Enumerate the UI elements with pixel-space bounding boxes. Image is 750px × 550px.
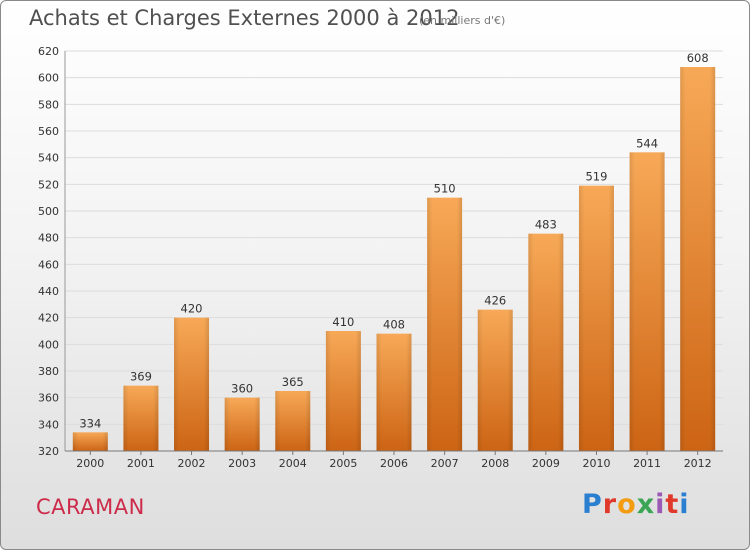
y-tick-label-460: 460 [38, 258, 59, 271]
bar-shade-2012 [680, 67, 716, 451]
y-tick-label-420: 420 [38, 312, 59, 325]
bars [72, 67, 716, 452]
y-tick-label-600: 600 [38, 72, 59, 85]
bar-shade-2008 [477, 309, 513, 451]
logo-letter: r [602, 489, 618, 520]
data-label-2006: 408 [383, 318, 405, 332]
logo-letter: P [582, 489, 603, 520]
x-tick-label-2006: 2006 [380, 457, 408, 470]
x-tick-label-2001: 2001 [127, 457, 155, 470]
x-tick-label-2004: 2004 [279, 457, 307, 470]
y-tick-label-480: 480 [38, 232, 59, 245]
data-label-2003: 360 [231, 382, 253, 396]
logo-letter: x [636, 489, 656, 520]
y-tick-label-440: 440 [38, 285, 59, 298]
data-label-2011: 544 [636, 136, 658, 150]
x-tick-label-2005: 2005 [329, 457, 357, 470]
bar-shade-2006 [376, 333, 412, 451]
data-label-2001: 369 [130, 370, 152, 384]
chart-title: Achats et Charges Externes 2000 à 2012 [29, 6, 460, 30]
proxiti-logo[interactable]: Proxiti [582, 489, 690, 520]
x-tick-label-2008: 2008 [481, 457, 509, 470]
bar-shade-2000 [72, 432, 108, 451]
x-tick-label-2011: 2011 [633, 457, 661, 470]
chart-subtitle: (en milliers d'€) [419, 14, 506, 27]
data-label-2008: 426 [484, 294, 506, 308]
labels: 320 340 360 380 400 420 440 460 480 500 520 540 560 5… [38, 45, 712, 470]
bar-shade-2009 [528, 233, 564, 451]
bar-shade-2005 [325, 331, 361, 451]
bar-shade-2010 [578, 185, 614, 451]
x-tick-label-2012: 2012 [684, 457, 712, 470]
bar-shade-2004 [275, 391, 311, 451]
y-tick-label-320: 320 [38, 445, 59, 458]
data-label-2004: 365 [282, 375, 304, 389]
y-tick-label-560: 560 [38, 125, 59, 138]
bar-shade-2003 [224, 397, 260, 451]
y-tick-label-520: 520 [38, 178, 59, 191]
logo-letter: o [617, 489, 637, 520]
logo-letter: i [679, 489, 690, 520]
data-label-2009: 483 [535, 218, 557, 232]
x-tick-label-2003: 2003 [228, 457, 256, 470]
y-tick-label-400: 400 [38, 338, 59, 351]
x-tick-label-2000: 2000 [76, 457, 104, 470]
data-label-2010: 519 [585, 170, 607, 184]
bar-shade-2007 [427, 197, 463, 451]
y-tick-label-620: 620 [38, 45, 59, 58]
data-label-2005: 410 [332, 315, 354, 329]
x-tick-label-2010: 2010 [582, 457, 610, 470]
x-tick-label-2009: 2009 [532, 457, 560, 470]
y-tick-label-580: 580 [38, 98, 59, 111]
y-tick-label-360: 360 [38, 392, 59, 405]
data-label-2007: 510 [434, 182, 456, 196]
commune-name: CARAMAN [36, 495, 145, 519]
logo-letter: i [655, 489, 666, 520]
y-tick-label-500: 500 [38, 205, 59, 218]
data-label-2000: 334 [79, 416, 101, 430]
data-label-2012: 608 [687, 51, 709, 65]
y-tick-label-540: 540 [38, 152, 59, 165]
bar-shade-2002 [174, 317, 210, 451]
bar-shade-2011 [629, 152, 665, 452]
bar-shade-2001 [123, 385, 159, 451]
y-tick-label-380: 380 [38, 365, 59, 378]
x-tick-label-2002: 2002 [178, 457, 206, 470]
x-tick-label-2007: 2007 [431, 457, 459, 470]
axes [64, 51, 723, 455]
data-label-2002: 420 [181, 302, 203, 316]
y-tick-label-340: 340 [38, 418, 59, 431]
logo-letter: t [665, 489, 680, 520]
